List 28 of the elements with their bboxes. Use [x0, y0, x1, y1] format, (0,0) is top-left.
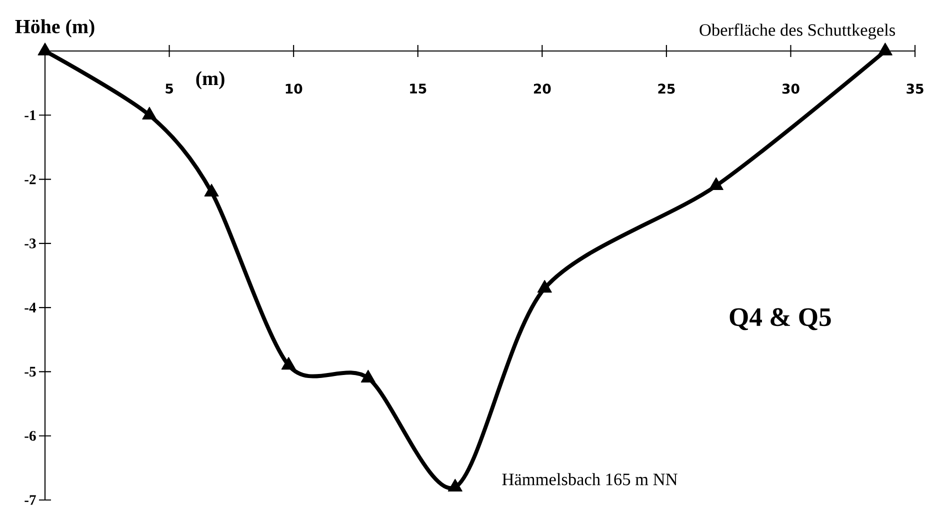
point [360, 370, 376, 382]
y-tick-label: -3 [24, 238, 36, 248]
x-axis-title: (m) [196, 71, 224, 90]
x-tick-label: 20 [534, 84, 551, 94]
y-axis-title: Höhe (m) [15, 19, 94, 38]
x-tick-label: 10 [286, 84, 302, 94]
point [878, 42, 892, 56]
x-tick-label: 35 [906, 84, 924, 94]
point [448, 478, 462, 492]
y-tick-label: -2 [24, 174, 36, 184]
point [142, 106, 157, 120]
y-tick-label: -6 [24, 430, 36, 441]
point [281, 356, 296, 370]
y-tick-label: -7 [24, 495, 36, 505]
text: Q4 & Q5 [730, 308, 831, 330]
annotation: Oberfläche des Schuttkegels [700, 24, 895, 40]
annotation: Hämmelsbach 165 m NN [502, 473, 678, 486]
point [204, 184, 219, 196]
y-tick-label: -1 [24, 110, 36, 120]
point [708, 177, 724, 190]
x-tick-label: 30 [782, 84, 800, 94]
x-tick-label: 15 [410, 84, 426, 94]
x-tick-label: 25 [658, 84, 675, 94]
y-tick-label: -5 [24, 366, 36, 377]
point [38, 42, 52, 56]
y-tick-label: -4 [24, 302, 36, 312]
point [537, 280, 552, 293]
x-tick-label: 5 [166, 84, 173, 94]
